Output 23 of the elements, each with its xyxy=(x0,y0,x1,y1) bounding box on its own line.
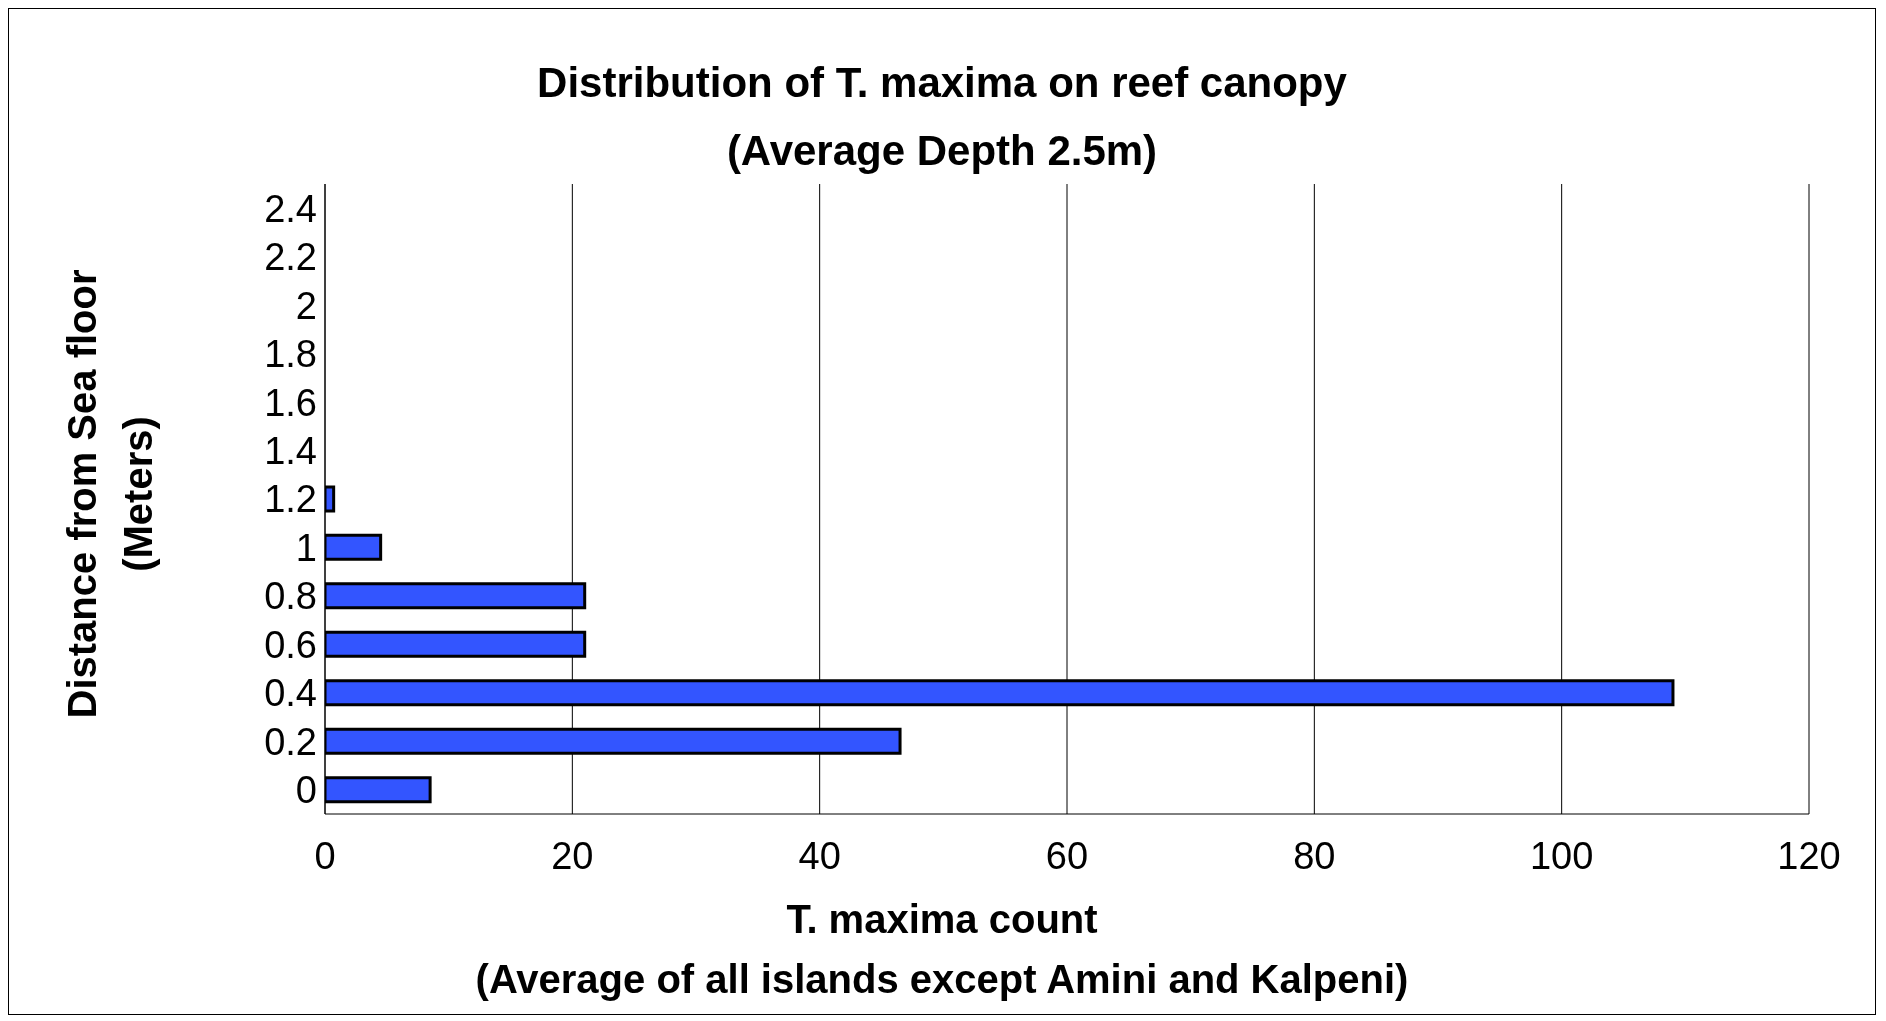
y-tick-label: 0.6 xyxy=(264,623,317,666)
x-tick-label: 80 xyxy=(1293,834,1336,877)
x-tick-label: 100 xyxy=(1529,834,1594,877)
chart-subtitle: (Average Depth 2.5m) xyxy=(725,126,1159,176)
y-tick-label: 0.8 xyxy=(264,575,317,618)
y-tick-label: 1.8 xyxy=(264,333,317,376)
chart-title: Distribution of T. maxima on reef canopy xyxy=(536,58,1348,108)
y-tick-label: 0 xyxy=(295,769,317,812)
y-tick-label: 1 xyxy=(295,526,317,569)
x-axis-title: T. maxima count (Average of all islands except Amini and Kalpeni) xyxy=(474,896,1410,1003)
x-tick-label: 20 xyxy=(551,834,594,877)
y-tick-label: 1.6 xyxy=(264,381,317,424)
x-tick-label: 60 xyxy=(1045,834,1089,877)
y-tick-label: 2 xyxy=(295,284,317,327)
y-tick-label: 1.2 xyxy=(264,478,317,521)
y-tick-label: 2.2 xyxy=(264,236,317,279)
y-tick-label: 1.4 xyxy=(264,430,317,473)
y-tick-label: 0.4 xyxy=(264,672,317,715)
y-axis-title: Distance from Sea floor (Meters) xyxy=(58,269,161,719)
x-tick-label: 120 xyxy=(1777,834,1841,877)
y-tick-label: 0.2 xyxy=(264,720,317,763)
y-tick-label: 2.4 xyxy=(264,187,317,230)
x-tick-label: 40 xyxy=(798,834,841,877)
